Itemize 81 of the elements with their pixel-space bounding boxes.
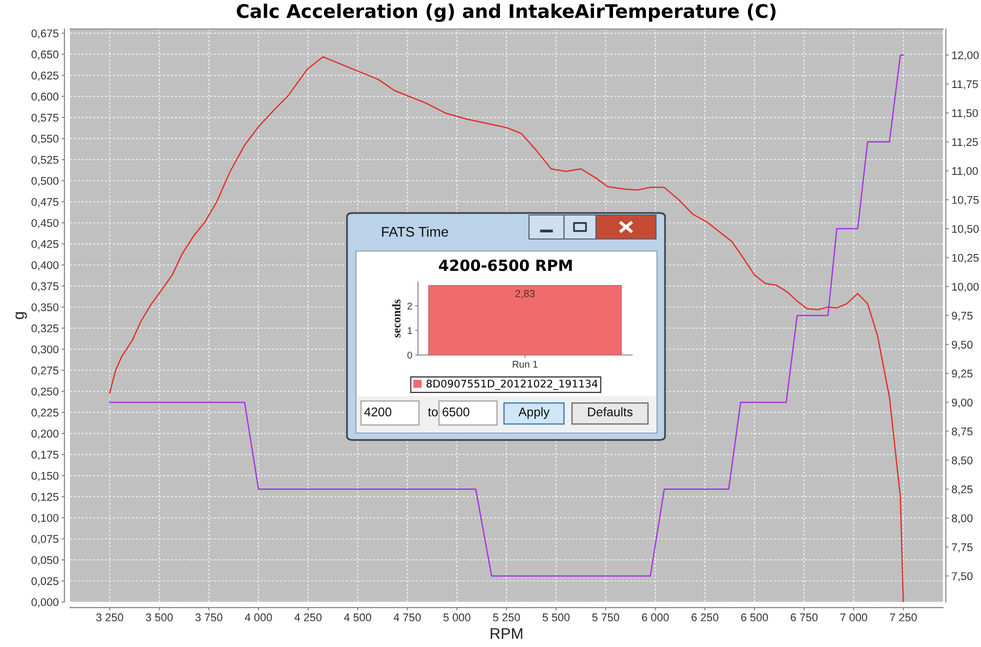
y2-tick-label: 8,25 [952, 485, 972, 495]
x-tick-label: 5 500 [542, 613, 570, 622]
x-tick-label: 6 250 [692, 613, 718, 622]
y2-tick-label: 11,75 [952, 80, 978, 90]
x-tick-label: 4 250 [294, 613, 322, 622]
y2-tick-label: 11,25 [952, 138, 978, 148]
y2-tick-label: 10,25 [952, 254, 979, 264]
y-tick-label: 0,400 [32, 261, 58, 270]
y2-tick-label: 9,25 [952, 370, 972, 379]
y-tick-label: 0,250 [32, 388, 58, 397]
y-tick-label: 0,150 [32, 472, 58, 482]
x-tick-label: 3 250 [96, 613, 124, 622]
chart-title: 4200-6500 RPM [438, 260, 572, 272]
x-tick-label: 6 500 [741, 613, 768, 622]
y-tick-label: 0,425 [32, 240, 58, 250]
y-tick-label: 0,050 [32, 556, 58, 566]
y2-tick-label: 10,50 [952, 224, 979, 234]
x-tick-label: 4 750 [394, 613, 421, 622]
y-axis-title: seconds [392, 299, 400, 338]
x-axis-title: RPM [490, 628, 522, 639]
y2-tick-label: 11,00 [952, 167, 978, 176]
y-tick-label: 0,650 [32, 50, 58, 60]
y-tick-label: 0,200 [32, 430, 58, 439]
y-tick-label: 0,225 [32, 408, 58, 418]
y-tick-label: 0,600 [32, 92, 58, 102]
y2-tick-label: 8,75 [952, 428, 972, 437]
y-tick-label: 0,450 [32, 219, 58, 228]
y-tick-label: 0,025 [32, 577, 58, 586]
x-tick-label: 5 000 [443, 613, 470, 622]
y2-tick-label: 10,00 [952, 282, 979, 292]
y-tick-label: 0,625 [32, 72, 58, 81]
y-tick-label: 0,575 [32, 114, 58, 123]
y2-tick-label: 9,00 [952, 398, 973, 408]
x-tick-label: 7 250 [890, 613, 917, 622]
x-tick-label: 3 750 [195, 613, 222, 622]
y-tick-label: 0,000 [32, 598, 58, 608]
y-tick-label: 0,275 [32, 366, 58, 376]
y-tick-label: 0,500 [32, 176, 58, 186]
y2-tick-label: 8,00 [952, 514, 973, 524]
y2-tick-label: 8,50 [952, 456, 973, 466]
y-tick-label: 0,675 [32, 29, 58, 39]
y2-tick-label: 7,75 [952, 543, 972, 552]
annotation: FATS Time [382, 226, 448, 237]
y-tick-label: 0,100 [32, 514, 58, 524]
x-tick-label: Run 1 [512, 360, 538, 368]
x-tick-label: 6 750 [790, 613, 818, 622]
y-tick-label: 1 [408, 327, 412, 334]
y2-tick-label: 9,50 [952, 340, 973, 350]
annotation: Defaults [588, 407, 632, 416]
y-tick-label: 0,375 [32, 282, 58, 292]
x-tick-label: 4 000 [244, 613, 272, 622]
annotation: to [428, 408, 438, 416]
data-label: 2,83 [515, 290, 535, 298]
y-tick-label: 0,125 [32, 492, 58, 502]
x-tick-label: 4 500 [344, 613, 372, 622]
y2-tick-label: 7,50 [952, 572, 973, 582]
y-tick-label: 0,075 [32, 535, 58, 544]
y-axis-title: g [16, 312, 27, 320]
y-tick-label: 0,300 [32, 345, 58, 355]
y2-tick-label: 9,75 [952, 312, 972, 321]
x-tick-label: 5 250 [493, 613, 520, 622]
y-tick-label: 0,550 [32, 134, 58, 144]
x-tick-label: 3 500 [146, 613, 173, 622]
chart-title: Calc Acceleration (g) and IntakeAirTemperature (C) [236, 4, 776, 22]
x-tick-label: 5 750 [592, 613, 620, 622]
y2-tick-label: 10,75 [952, 196, 979, 206]
annotation: Apply [518, 407, 550, 419]
y-tick-label: 2 [408, 302, 412, 310]
y-tick-label: 0,175 [32, 450, 58, 460]
y2-tick-label: 11,50 [952, 109, 978, 118]
y-tick-label: 0,350 [32, 303, 58, 313]
annotation: 6500 [442, 408, 470, 416]
y2-tick-label: 12,00 [952, 51, 979, 60]
x-tick-label: 7 000 [840, 613, 868, 622]
y-tick-label: 0 [407, 352, 412, 359]
annotation: 4200 [364, 408, 392, 416]
y-tick-label: 0,525 [32, 156, 58, 166]
legend-label: 8D0907551D_20121022_191134 [426, 380, 598, 390]
x-tick-label: 6 000 [642, 613, 669, 622]
y-tick-label: 0,325 [32, 324, 58, 334]
y-tick-label: 0,475 [32, 198, 58, 208]
